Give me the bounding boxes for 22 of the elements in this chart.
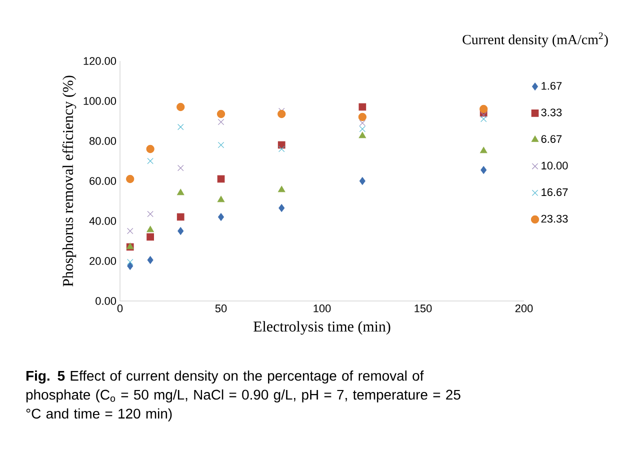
legend-title: Current density (mA/cm$^{2}$): [462, 32, 608, 48]
y-tick-label: 40.00: [89, 217, 116, 225]
legend-label: 6.67: [541, 135, 562, 143]
legend-label: 1.67: [542, 82, 562, 90]
x-axis-title: Electrolysis time (min): [254, 321, 390, 335]
y-tick-label: 80.00: [90, 137, 116, 145]
y-tick-label: 0.00: [96, 297, 116, 305]
y-tick-label: 120.00: [84, 57, 116, 65]
y-tick-label: 20.00: [90, 257, 116, 265]
x-tick-label: 50: [215, 304, 227, 312]
legend-label: 16.67: [542, 188, 568, 196]
legend-label: 23.33: [541, 214, 568, 223]
x-tick-label: 200: [515, 304, 533, 312]
y-tick-label: 60.00: [90, 177, 116, 185]
y-axis-title: Phosphorus removal efficiency (%): [62, 76, 76, 286]
x-tick-label: 150: [414, 304, 432, 312]
x-tick-label: 100: [314, 304, 331, 312]
y-tick-label: 100.00: [84, 97, 116, 105]
legend-label: 3.33: [541, 108, 562, 116]
x-tick-label: 0: [117, 304, 123, 312]
legend-label: 10.00: [542, 162, 568, 170]
text: Fig. 5 Effect of current density on the percentage of removal of phosphate (C$_{o}$ = 50 mg/L, NaCl = 0.90 g/L, pH = 7, temperature = 25 °C and time = 120 min): [26, 370, 460, 422]
